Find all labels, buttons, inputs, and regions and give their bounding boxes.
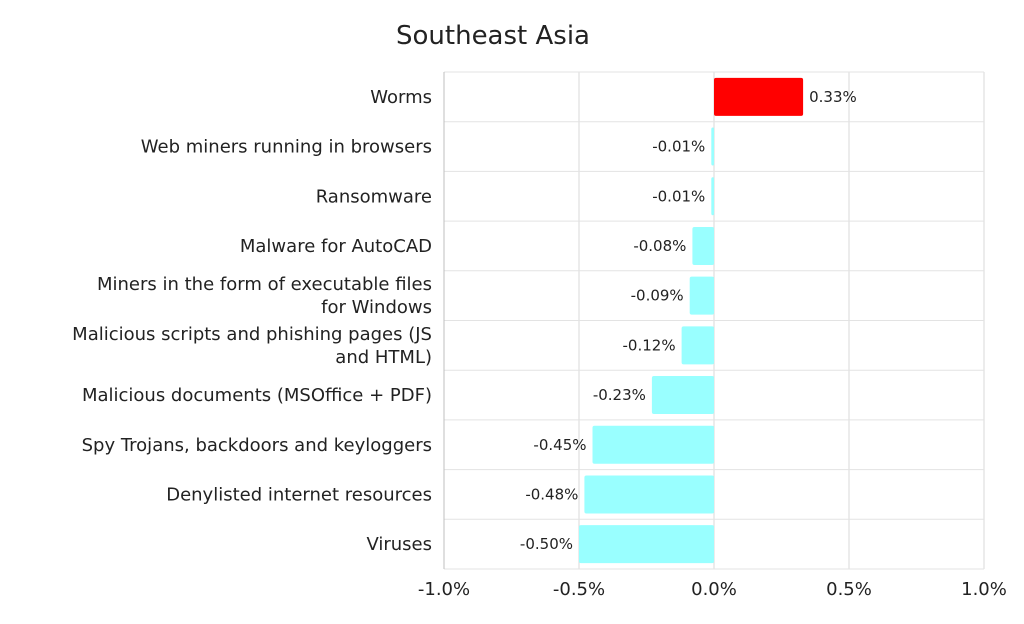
category-labels: Worms Web miners running in browsers Ranso… xyxy=(72,87,432,555)
bar xyxy=(711,177,714,216)
category-label: Web miners running in browsers xyxy=(141,137,432,158)
data-label: -0.08% xyxy=(633,237,686,255)
bar xyxy=(711,127,714,166)
category-label: Malicious documents (MSOffice + PDF) xyxy=(82,385,432,406)
bars: 0.33% -0.01% -0.01% -0.08% -0.09% -0.12% -0.23… xyxy=(520,77,857,564)
bar xyxy=(651,376,714,415)
data-label: -0.01% xyxy=(652,138,705,156)
chart-title: Southeast Asia xyxy=(396,21,590,51)
bar xyxy=(714,77,804,116)
grid-lines xyxy=(443,71,985,570)
bar xyxy=(692,226,714,265)
category-label: Malicious scripts and phishing pages (JS… xyxy=(72,324,432,368)
x-tick-label: -1.0% xyxy=(418,579,470,600)
bar xyxy=(689,276,714,315)
bar xyxy=(579,525,714,564)
data-label: -0.09% xyxy=(631,287,684,305)
x-tick-label: 0.5% xyxy=(826,579,872,600)
category-label: Spy Trojans, backdoors and keyloggers xyxy=(82,435,432,456)
x-axis-ticks: -1.0% -0.5% 0.0% 0.5% 1.0% xyxy=(418,579,1007,600)
bar xyxy=(592,425,714,464)
data-label: 0.33% xyxy=(809,88,857,106)
data-label: -0.23% xyxy=(593,386,646,404)
data-label: -0.12% xyxy=(623,336,676,354)
x-tick-label: 0.0% xyxy=(691,579,737,600)
category-label: Malware for AutoCAD xyxy=(240,236,432,257)
data-label: -0.48% xyxy=(525,485,578,503)
category-label: Denylisted internet resources xyxy=(166,484,432,505)
x-tick-label: -0.5% xyxy=(553,579,605,600)
category-label: Ransomware xyxy=(316,186,432,207)
bar xyxy=(681,326,714,365)
data-label: -0.45% xyxy=(533,436,586,454)
category-label: Miners in the form of executable files fo… xyxy=(97,274,432,318)
data-label: -0.01% xyxy=(652,187,705,205)
data-label: -0.50% xyxy=(520,535,573,553)
category-label: Viruses xyxy=(366,534,432,555)
x-tick-label: 1.0% xyxy=(961,579,1007,600)
bar xyxy=(584,475,714,514)
category-label: Worms xyxy=(370,87,432,108)
